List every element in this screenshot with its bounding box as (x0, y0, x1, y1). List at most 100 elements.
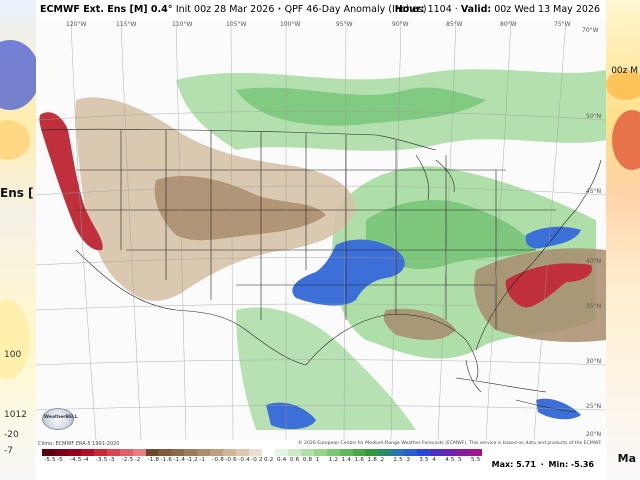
colorbar-tick-label: -0.4 (238, 457, 250, 463)
valid-label: Valid: (460, 4, 492, 15)
caribbean-islands (455, 377, 577, 413)
colorbar-swatch (184, 449, 198, 456)
meridian (230, 20, 234, 440)
colorbar-swatch (417, 449, 431, 456)
right-panel-bottom-label: Ma (617, 452, 636, 465)
hour-value: 1104 (427, 4, 452, 15)
colorbar-tick-label: -1.6 (160, 457, 173, 463)
map-panel: ECMWF Ext. Ens [M] 0.4° Init 00z 28 Mar … (36, 0, 606, 480)
longitude-labels: 120°W 115°W 110°W 105°W 100°W 95°W 90°W … (66, 21, 599, 34)
lon-label: 85°W (446, 21, 463, 28)
colorbar-swatch (197, 449, 211, 456)
lon-label: 80°W (500, 21, 517, 28)
pacific-northwest-very-dry-core (39, 112, 103, 251)
right-warm-blob (606, 70, 640, 100)
lon-label: 90°W (392, 21, 409, 28)
parallel (36, 185, 606, 196)
colorbar-tick-label: 1 (315, 457, 320, 463)
colorbar-swatch (106, 449, 120, 456)
colorbar-tick-label: -2.5 (121, 457, 134, 463)
colorbar-swatch (456, 449, 469, 456)
political-boundaries (40, 128, 602, 413)
colorbar-tick-label: -1.2 (186, 457, 199, 463)
lon-label: 75°W (554, 21, 571, 28)
colorbar-swatch (378, 449, 392, 456)
climatology-note: Climo: ECMWF ERA-5 1991-2020 (38, 441, 120, 447)
colorbar-swatch (261, 449, 275, 456)
lat-label: 40°N (586, 258, 601, 265)
valid-value: 00z Wed 13 May 2026 (494, 4, 600, 15)
product-name: QPF 46-Day Anomaly (Inches) (284, 4, 427, 15)
meridian (390, 20, 402, 440)
lat-label: 20°N (586, 431, 601, 438)
meridian (485, 20, 512, 440)
left-panel-title: Ens [ (0, 186, 34, 200)
lon-label: 70°W (582, 27, 599, 34)
max-value: Max: 5.71 (491, 460, 536, 469)
meridian (175, 20, 187, 440)
colorbar-tick-label: -3.5 (95, 457, 108, 463)
anomaly-map: 120°W 115°W 110°W 105°W 100°W 95°W 90°W … (36, 20, 606, 440)
gulf-mexico-wet-area (236, 307, 416, 430)
lat-label: 45°N (586, 188, 601, 195)
gulf-coast (305, 314, 479, 381)
lat-label: 30°N (586, 358, 601, 365)
left-panel-number: 1012 (4, 410, 27, 420)
left-panel-number: -7 (4, 446, 13, 456)
parallel (36, 359, 606, 366)
colorbar-swatch (42, 449, 55, 456)
colorbar-swatch (468, 449, 482, 456)
mexico-very-wet-core (266, 402, 316, 430)
colorbar-tick-label: 1.8 (367, 457, 378, 463)
meridian (70, 20, 97, 440)
lat-label: 50°N (586, 113, 601, 120)
southern-plains-very-wet-core (292, 239, 405, 306)
colorbar-tick-label: 3 (406, 457, 411, 463)
lon-label: 120°W (66, 21, 86, 28)
left-panel-number: -20 (4, 430, 19, 440)
colorbar-tick-label: -1 (199, 457, 206, 463)
colorbar-swatch (158, 449, 172, 456)
parallel (36, 257, 606, 266)
colorbar-tick-label: 1.6 (354, 457, 365, 463)
colorbar-swatch (249, 449, 262, 456)
great-lakes-outline (415, 154, 455, 201)
gulf-dry-area (383, 308, 456, 340)
colorbar-swatch (391, 449, 405, 456)
lon-label: 105°W (226, 21, 246, 28)
colorbar-swatch (287, 449, 301, 456)
lon-label: 115°W (116, 21, 136, 28)
right-panel-title: 00z M (611, 66, 638, 76)
colorbar-tick-label: -2 (134, 457, 141, 463)
parallel (36, 110, 606, 121)
map-header: ECMWF Ext. Ens [M] 0.4° Init 00z 28 Mar … (36, 0, 606, 20)
colorbar-tick-label: 4.5 (445, 457, 455, 463)
max-min-readout: Max: 5.71 · Min: -5.36 (490, 460, 594, 469)
meridian (343, 20, 347, 440)
colorbar-tick-label: 0.2 (264, 457, 274, 463)
left-anomaly-blob (0, 40, 36, 110)
colorbar-tick-label: -5 (56, 457, 63, 463)
colorbar-swatch (145, 449, 159, 456)
colorbar-tick-label: 1.4 (341, 457, 352, 463)
colorbar-swatch (93, 449, 107, 456)
atlantic-coast (475, 159, 602, 351)
lon-label: 100°W (280, 21, 300, 28)
map-canvas: 120°W 115°W 110°W 105°W 100°W 95°W 90°W … (36, 20, 606, 440)
colorbar-tick-label: -4.5 (69, 457, 82, 463)
right-hot-blob (612, 110, 640, 170)
us-canada-border (40, 128, 437, 151)
caribbean-very-wet-core (536, 398, 581, 420)
us-mexico-border (75, 249, 307, 366)
ohio-valley-wet-core (366, 200, 536, 270)
colorbar-swatch (274, 449, 288, 456)
colorbar-tick-label: 3.5 (419, 457, 429, 463)
colorbar-swatch (404, 449, 418, 456)
meridian (533, 20, 567, 440)
lon-label: 95°W (336, 21, 353, 28)
colorbar-tick-label: 0.4 (276, 457, 287, 463)
map-footer: Climo: ECMWF ERA-5 1991-2020 © 2026 Euro… (36, 440, 606, 480)
colorbar-tick-label: -0.2 (251, 457, 263, 463)
latitude-labels: 50°N 45°N 40°N 35°N 30°N 25°N 20°N (586, 113, 601, 438)
